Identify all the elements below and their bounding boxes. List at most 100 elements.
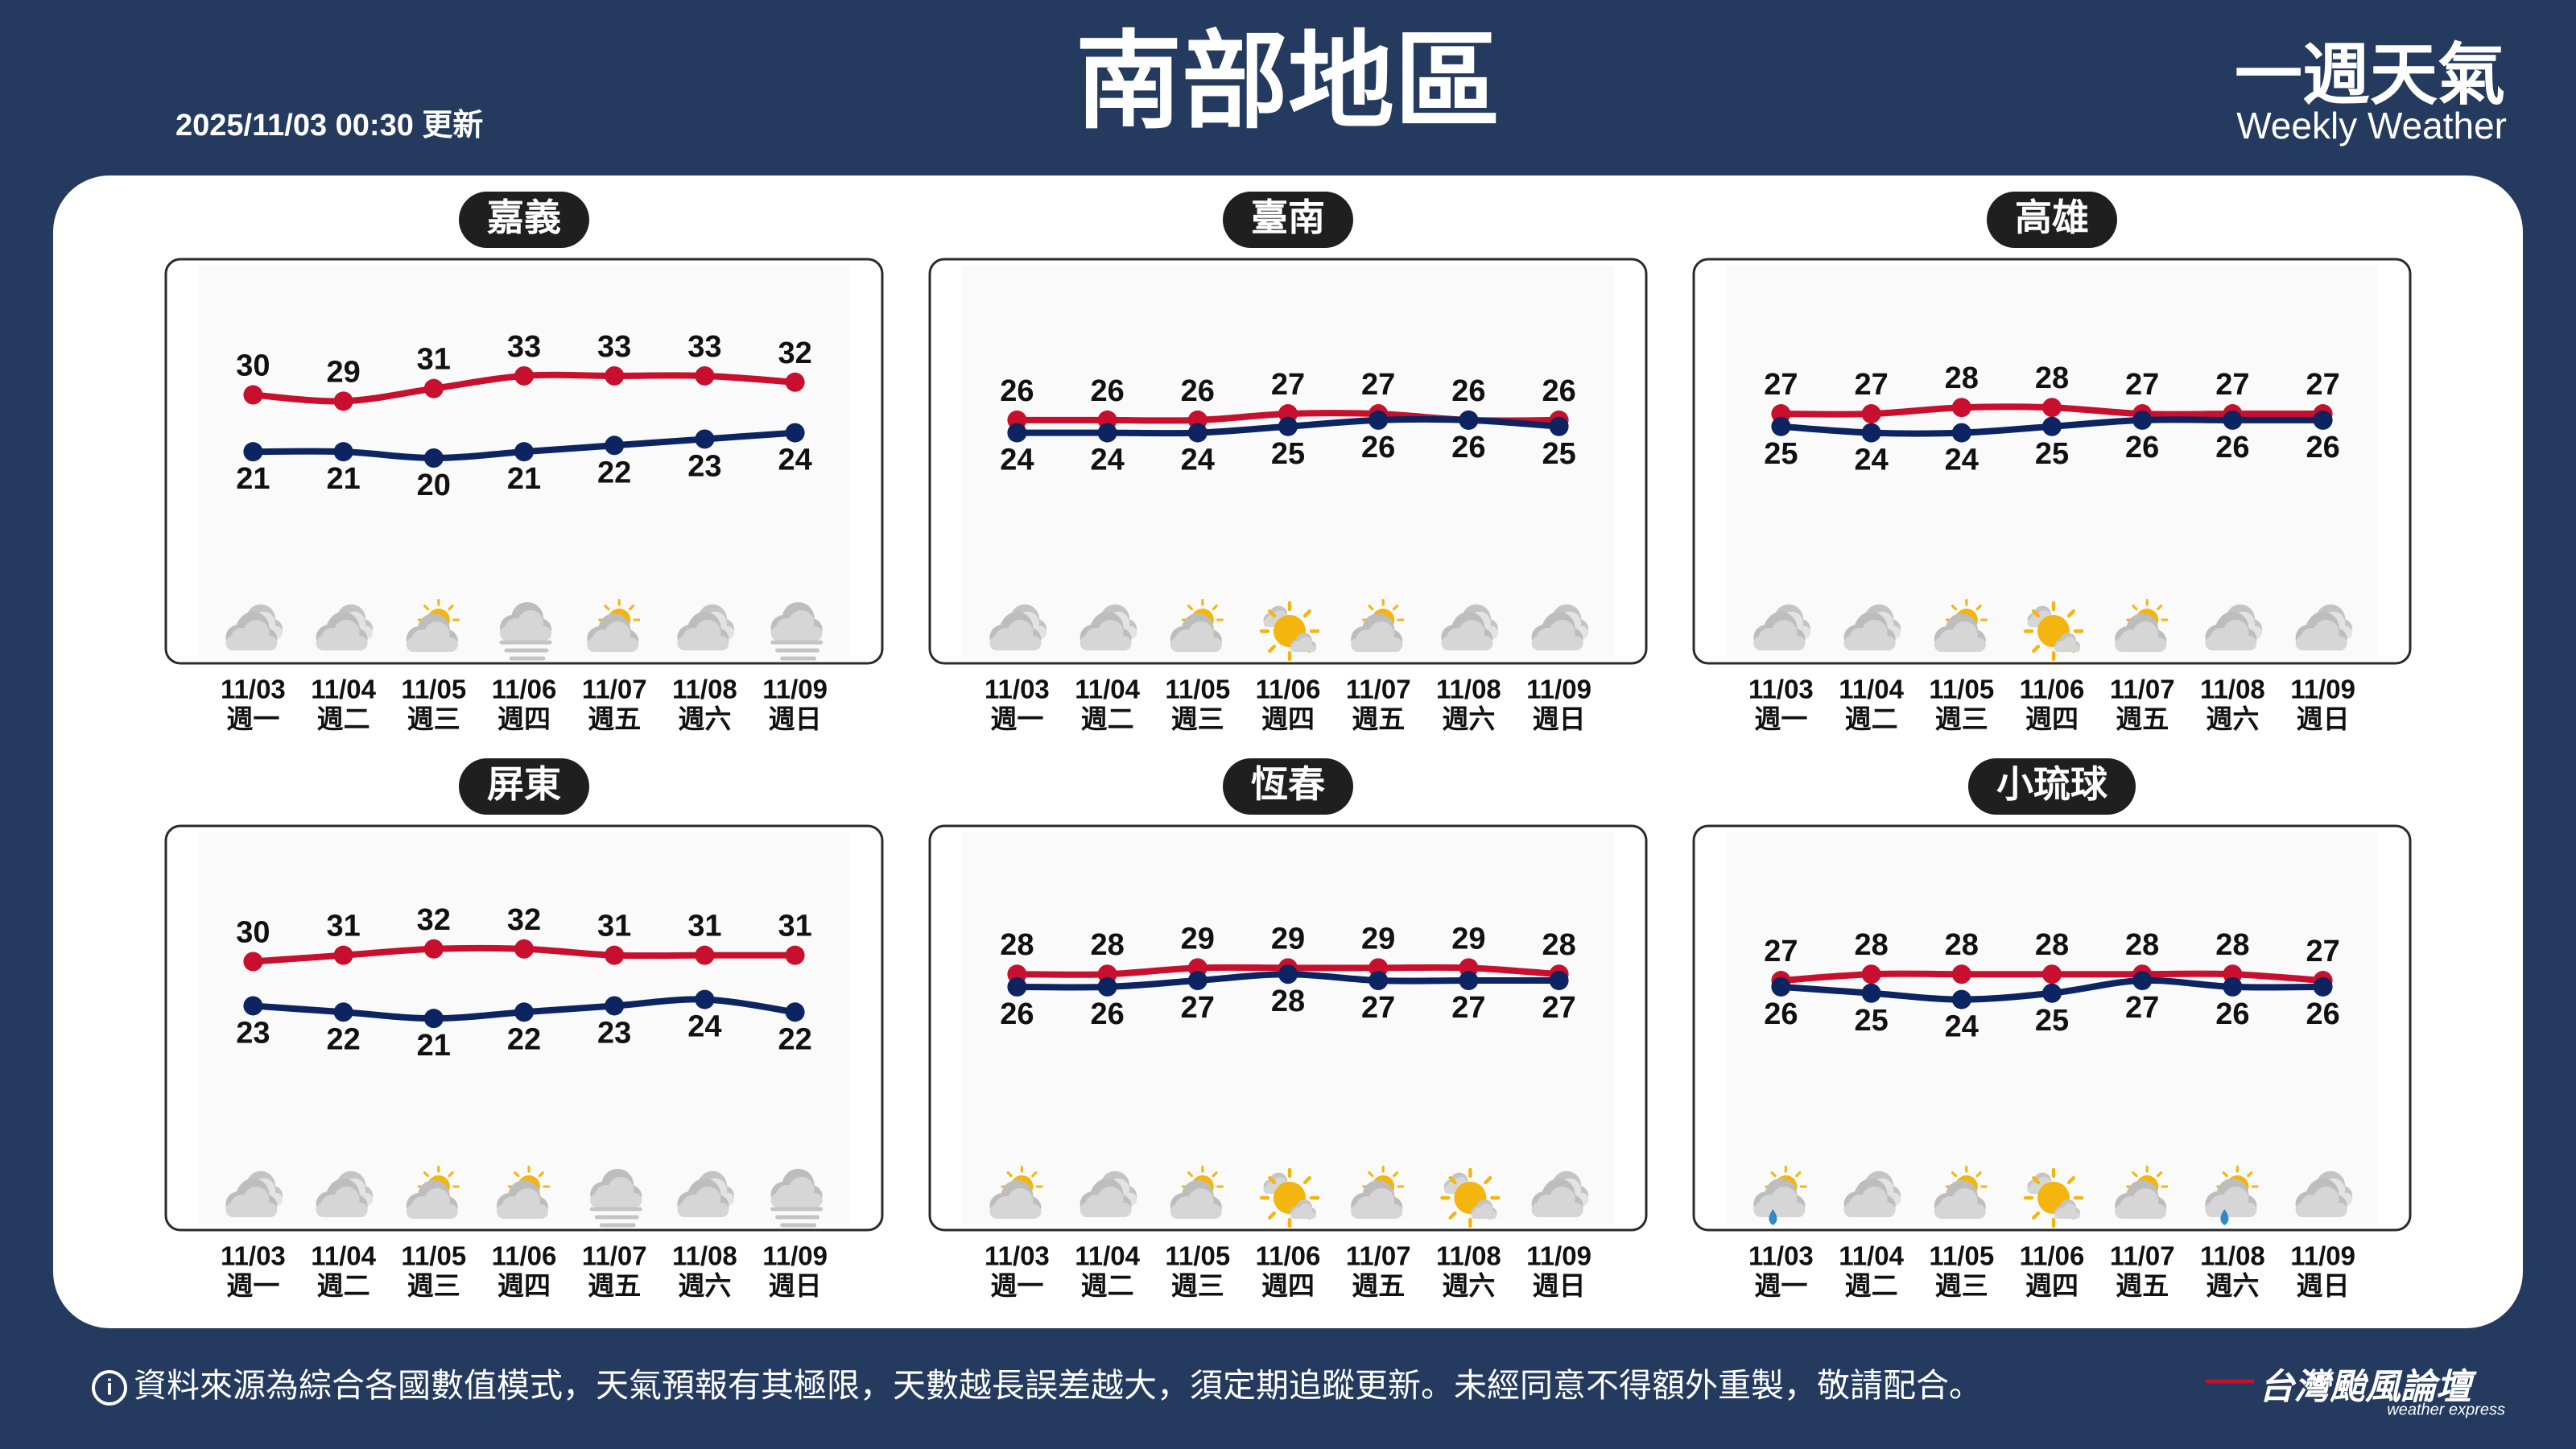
temperature-point xyxy=(2042,398,2062,418)
x-tick-label: 11/05 xyxy=(1929,1241,1994,1271)
temperature-label: 24 xyxy=(1854,444,1888,477)
weather-icon xyxy=(225,1170,283,1217)
temperature-point xyxy=(785,372,805,392)
temperature-point xyxy=(1951,964,1971,985)
temperature-point xyxy=(785,423,805,443)
weather-icon xyxy=(677,1170,735,1217)
x-tick-label: 11/04 xyxy=(1839,1241,1904,1271)
weather-icon xyxy=(587,598,641,652)
x-tick-label: 11/06 xyxy=(1256,1241,1321,1271)
temperature-label: 26 xyxy=(1090,374,1124,408)
plot-shade xyxy=(1726,266,2378,657)
temperature-point xyxy=(2042,983,2062,1003)
x-tick-label: 11/04 xyxy=(1075,1241,1140,1271)
temperature-point xyxy=(423,939,444,959)
panel-title: 嘉義 xyxy=(487,196,561,238)
temperature-label: 24 xyxy=(1945,444,1979,477)
x-tick-label: 11/06 xyxy=(492,1241,557,1271)
temperature-label: 26 xyxy=(2125,431,2159,464)
temperature-point xyxy=(785,1002,805,1022)
temperature-point xyxy=(605,945,625,965)
weekday-label: 週日 xyxy=(769,1271,822,1301)
x-tick-label: 11/05 xyxy=(1165,675,1230,704)
plot-shade xyxy=(962,832,1614,1224)
temperature-label: 28 xyxy=(1854,928,1888,962)
temperature-label: 26 xyxy=(1542,374,1575,408)
temperature-label: 28 xyxy=(1271,985,1305,1018)
temperature-label: 25 xyxy=(2035,437,2069,471)
temperature-label: 27 xyxy=(1764,368,1798,402)
x-tick-label: 11/03 xyxy=(985,675,1050,704)
weekday-label: 週六 xyxy=(1442,1271,1495,1301)
weekday-label: 週四 xyxy=(1261,1271,1315,1301)
weather-icon xyxy=(1441,604,1498,650)
temperature-label: 28 xyxy=(1945,928,1979,962)
x-tick-label: 11/07 xyxy=(582,675,647,704)
weekday-label: 週三 xyxy=(1935,704,1988,734)
x-tick-label: 11/07 xyxy=(2110,1241,2175,1271)
temperature-label: 26 xyxy=(1090,997,1124,1031)
weather-icon xyxy=(406,598,460,652)
temperature-label: 28 xyxy=(1945,361,1979,395)
temperature-label: 29 xyxy=(326,355,360,389)
weekday-label: 週三 xyxy=(407,704,460,734)
temperature-point xyxy=(695,429,715,449)
temperature-label: 26 xyxy=(1451,431,1485,464)
temperature-point xyxy=(1368,410,1389,430)
weather-icon xyxy=(1531,1170,1589,1217)
weather-icon xyxy=(499,602,552,661)
temperature-label: 31 xyxy=(687,910,721,943)
temperature-label: 28 xyxy=(2125,928,2159,962)
temperature-label: 26 xyxy=(2306,997,2339,1031)
temperature-label: 28 xyxy=(2035,928,2069,962)
x-tick-label: 11/08 xyxy=(2200,1241,2265,1271)
weather-icon xyxy=(1080,604,1137,650)
temperature-label: 22 xyxy=(507,1022,541,1056)
temperature-label: 26 xyxy=(1181,374,1215,408)
temperature-label: 26 xyxy=(1451,374,1485,408)
temperature-point xyxy=(605,365,625,386)
weekday-label: 週五 xyxy=(588,704,641,734)
panel-title-pill xyxy=(459,192,589,248)
temperature-point xyxy=(1861,423,1881,443)
weather-icon xyxy=(1531,604,1589,650)
weather-icon xyxy=(1351,598,1405,652)
panel-title: 臺南 xyxy=(1251,196,1325,238)
temperature-point xyxy=(785,945,805,965)
x-tick-label: 11/08 xyxy=(672,1241,737,1271)
update-time: 2025/11/03 00:30 更新 xyxy=(175,109,483,142)
temperature-label: 26 xyxy=(2215,431,2249,464)
weekday-label: 週五 xyxy=(2116,704,2169,734)
temperature-label: 31 xyxy=(326,910,360,943)
weekday-label: 週二 xyxy=(1845,704,1898,734)
temperature-label: 29 xyxy=(1361,922,1395,956)
temperature-label: 27 xyxy=(2125,991,2159,1025)
temperature-point xyxy=(1368,971,1389,991)
temperature-point xyxy=(695,365,715,386)
weather-icon xyxy=(1753,1165,1807,1225)
weekday-label: 週四 xyxy=(2025,704,2079,734)
temperature-point xyxy=(695,989,715,1009)
temperature-label: 23 xyxy=(597,1016,631,1050)
weekday-label: 週四 xyxy=(497,1271,551,1301)
temperature-label: 31 xyxy=(417,343,451,377)
temperature-point xyxy=(1549,971,1569,991)
x-tick-label: 11/04 xyxy=(1839,675,1904,704)
weather-icon xyxy=(1259,1167,1320,1228)
x-tick-label: 11/03 xyxy=(1748,1241,1814,1271)
weekday-label: 週日 xyxy=(2297,704,2350,734)
temperature-point xyxy=(2042,416,2062,436)
x-tick-label: 11/06 xyxy=(492,675,557,704)
temperature-label: 24 xyxy=(1181,444,1215,477)
temperature-point xyxy=(1007,423,1027,443)
x-tick-label: 11/09 xyxy=(762,675,828,704)
weekday-label: 週一 xyxy=(1754,704,1807,734)
x-tick-label: 11/03 xyxy=(1748,675,1814,704)
plot-shade xyxy=(962,266,1614,657)
x-tick-label: 11/06 xyxy=(2020,675,2085,704)
panel-title: 屏東 xyxy=(487,763,561,805)
weekday-label: 週三 xyxy=(1171,704,1224,734)
temperature-label: 26 xyxy=(1000,997,1034,1031)
